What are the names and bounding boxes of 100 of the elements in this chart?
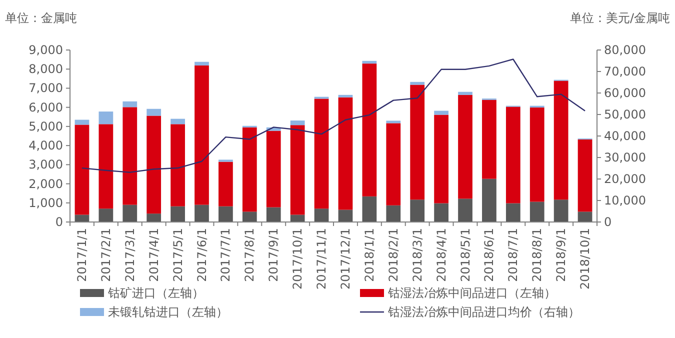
legend-label: 钴湿法冶炼中间品进口（左轴） — [387, 286, 556, 300]
legend-label: 钴矿进口（左轴） — [107, 286, 204, 300]
bar — [434, 110, 448, 115]
y-tick-label: 5,000 — [28, 119, 63, 134]
y-tick-label: 6,000 — [28, 100, 63, 114]
y2-tick-label: 70,000 — [604, 64, 646, 78]
bar — [554, 200, 568, 222]
bar — [290, 120, 305, 126]
bar — [554, 80, 568, 200]
bar — [314, 208, 329, 222]
bar — [194, 62, 209, 66]
y2-tick-label: 40,000 — [604, 129, 646, 143]
y-axis-title: 单位：金属吨 — [5, 11, 77, 25]
bar — [194, 204, 209, 222]
y2-axis-title: 单位：美元/金属吨 — [570, 11, 670, 25]
x-tick-label: 2017/5/1 — [170, 228, 185, 282]
x-tick-label: 2017/9/1 — [266, 228, 281, 282]
bar — [386, 205, 401, 222]
bar — [410, 200, 425, 222]
y-tick-label: 3,000 — [28, 158, 63, 172]
bar — [482, 100, 496, 179]
y2-tick-label: 10,000 — [604, 194, 646, 208]
x-tick-label: 2017/4/1 — [146, 228, 161, 282]
bar — [170, 124, 185, 206]
bar — [434, 114, 448, 204]
bar — [458, 92, 472, 95]
bar — [122, 101, 138, 108]
bar — [242, 212, 257, 222]
bar — [338, 94, 353, 98]
x-tick-label: 2018/7/1 — [506, 228, 520, 282]
y-tick-label: 9,000 — [28, 43, 63, 57]
x-tick-label: 2017/8/1 — [242, 228, 257, 282]
bar — [386, 120, 401, 124]
bar — [74, 124, 90, 215]
bar — [338, 210, 353, 222]
y2-tick-label: 0 — [604, 215, 612, 229]
x-tick-label: 2018/10/1 — [578, 228, 592, 290]
bar — [434, 203, 448, 222]
y2-tick-label: 20,000 — [604, 172, 646, 186]
bar — [194, 65, 209, 205]
bar — [410, 82, 425, 85]
x-tick-label: 2017/6/1 — [194, 228, 209, 282]
x-tick-label: 2018/6/1 — [482, 228, 496, 282]
x-tick-label: 2018/4/1 — [434, 228, 448, 282]
y2-tick-label: 50,000 — [604, 108, 646, 122]
legend-label: 钴湿法冶炼中间品进口均价（右轴） — [387, 305, 580, 319]
bar — [98, 112, 114, 124]
bar — [218, 206, 233, 222]
bar — [530, 108, 544, 202]
bar — [338, 97, 353, 210]
x-tick-label: 2017/1/1 — [74, 228, 89, 282]
y2-tick-label: 80,000 — [604, 43, 646, 57]
x-tick-label: 2017/12/1 — [338, 228, 352, 290]
x-tick-label: 2018/9/1 — [554, 228, 568, 282]
bar — [362, 60, 377, 64]
bar — [290, 214, 305, 222]
y-tick-label: 8,000 — [28, 62, 63, 76]
bar — [386, 123, 401, 206]
y-tick-label: 0 — [55, 215, 63, 229]
bar — [98, 208, 114, 222]
bar — [242, 127, 257, 212]
bar — [458, 94, 472, 199]
bar — [146, 116, 162, 214]
bar — [362, 64, 377, 196]
bar — [578, 139, 592, 212]
bar — [74, 214, 90, 222]
bar — [410, 84, 425, 200]
legend-label: 未锻轧钴进口（左轴） — [108, 305, 228, 319]
y-tick-label: 7,000 — [28, 81, 63, 96]
bar — [458, 198, 472, 222]
bar — [578, 212, 592, 222]
bar — [266, 207, 281, 222]
x-tick-label: 2017/11/1 — [314, 228, 329, 290]
bar — [266, 130, 281, 208]
bar — [122, 204, 138, 222]
bar — [218, 162, 233, 206]
bar — [170, 118, 185, 124]
x-tick-label: 2018/2/1 — [386, 228, 400, 282]
bar — [314, 98, 329, 209]
x-tick-label: 2017/7/1 — [218, 228, 233, 282]
bar — [530, 202, 544, 222]
y-tick-label: 2,000 — [28, 176, 63, 191]
bar — [146, 108, 162, 116]
bar — [290, 125, 305, 215]
x-tick-label: 2018/5/1 — [458, 228, 472, 282]
bar — [482, 178, 496, 222]
x-tick-label: 2018/8/1 — [530, 228, 544, 282]
x-tick-label: 2018/1/1 — [362, 228, 376, 282]
bar — [506, 106, 520, 204]
bar — [506, 203, 520, 222]
bar — [122, 107, 138, 205]
x-tick-label: 2017/3/1 — [122, 228, 137, 282]
y-tick-label: 1,000 — [28, 196, 63, 210]
x-tick-label: 2018/3/1 — [410, 228, 424, 282]
y-tick-label: 4,000 — [28, 138, 63, 153]
bar — [98, 124, 114, 209]
x-tick-label: 2017/10/1 — [290, 228, 305, 290]
bar — [362, 196, 377, 222]
bar — [170, 206, 185, 222]
y2-tick-label: 60,000 — [604, 86, 646, 100]
